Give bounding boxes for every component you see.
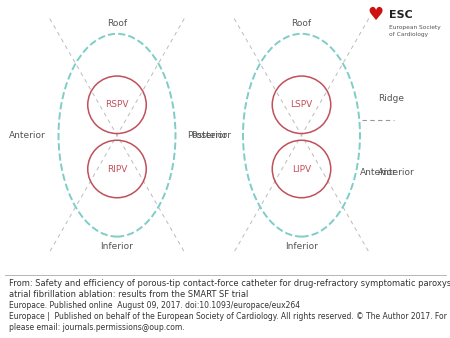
Text: atrial fibrillation ablation: results from the SMART SF trial: atrial fibrillation ablation: results fr… xyxy=(9,290,248,299)
Text: LIPV: LIPV xyxy=(292,165,311,173)
Text: Anterior: Anterior xyxy=(378,168,415,177)
Text: Ridge: Ridge xyxy=(378,94,404,102)
Text: From: Safety and efficiency of porous-tip contact-force catheter for drug-refrac: From: Safety and efficiency of porous-ti… xyxy=(9,279,450,288)
Text: Posterior: Posterior xyxy=(192,131,231,140)
Text: Europace |  Published on behalf of the European Society of Cardiology. All right: Europace | Published on behalf of the Eu… xyxy=(9,312,450,321)
Text: please email: journals.permissions@oup.com.: please email: journals.permissions@oup.c… xyxy=(9,323,184,333)
Text: European Society
of Cardiology: European Society of Cardiology xyxy=(389,25,441,37)
Text: RSPV: RSPV xyxy=(105,100,129,109)
Text: Roof: Roof xyxy=(107,19,127,28)
Text: Roof: Roof xyxy=(292,19,311,28)
Text: Anterior: Anterior xyxy=(9,131,45,140)
Text: RIPV: RIPV xyxy=(107,165,127,173)
Text: Anterior: Anterior xyxy=(360,168,396,177)
Text: Posterior: Posterior xyxy=(187,131,227,140)
Text: ESC: ESC xyxy=(389,10,413,20)
Text: LSPV: LSPV xyxy=(290,100,313,109)
Text: Europace. Published online  August 09, 2017. doi:10.1093/europace/eux264: Europace. Published online August 09, 20… xyxy=(9,301,300,310)
Text: Inferior: Inferior xyxy=(100,242,134,251)
Text: Inferior: Inferior xyxy=(285,242,318,251)
Text: ♥: ♥ xyxy=(368,6,384,24)
